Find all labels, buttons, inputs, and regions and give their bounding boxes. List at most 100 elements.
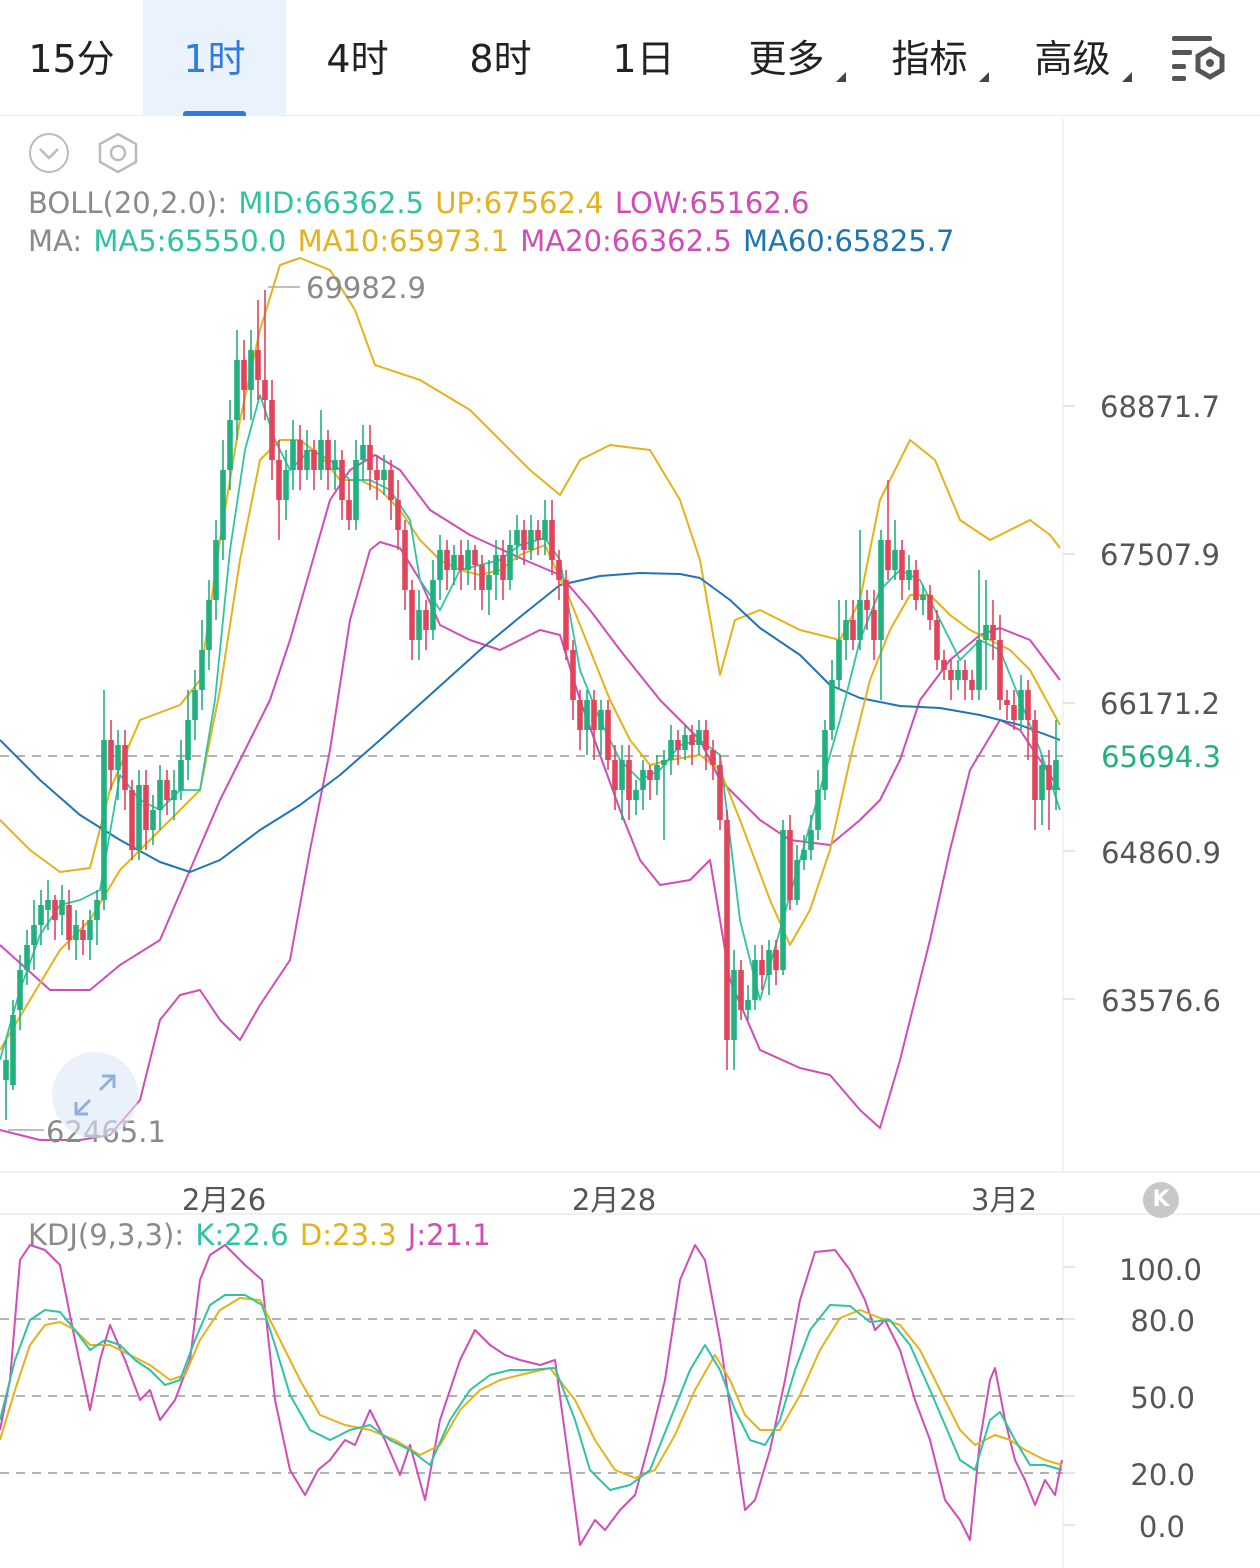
candle-body bbox=[843, 620, 849, 640]
price-y-label: 68871.7 bbox=[1100, 390, 1220, 424]
candle-body bbox=[514, 530, 520, 545]
candle-body bbox=[696, 730, 702, 745]
candle-body bbox=[647, 770, 653, 780]
candle-body bbox=[913, 570, 919, 600]
candle-body bbox=[668, 740, 674, 760]
candle-body bbox=[283, 470, 289, 500]
max-price-marker: 69982.9 bbox=[306, 271, 426, 305]
candle-body bbox=[66, 905, 72, 940]
candle-body bbox=[339, 460, 345, 500]
candle-body bbox=[1018, 690, 1024, 720]
candle-body bbox=[38, 905, 44, 925]
candle-body bbox=[661, 760, 667, 765]
candle-body bbox=[710, 750, 716, 765]
candle-body bbox=[822, 730, 828, 790]
kdj-j: J:21.1 bbox=[407, 1218, 491, 1252]
tab-1d[interactable]: 1日 bbox=[612, 37, 675, 81]
candle-body bbox=[878, 540, 884, 640]
candle-body bbox=[836, 640, 842, 680]
candle-body bbox=[871, 610, 877, 640]
candle-body bbox=[311, 450, 317, 470]
candle-body bbox=[948, 670, 954, 680]
candle-body bbox=[983, 625, 989, 640]
candle-body bbox=[423, 610, 429, 630]
candle-body bbox=[1025, 690, 1031, 720]
candle-body bbox=[479, 565, 485, 590]
price-y-label: 67507.9 bbox=[1100, 538, 1220, 572]
candle-body bbox=[1032, 720, 1038, 800]
candle-body bbox=[318, 440, 324, 470]
candle-body bbox=[794, 860, 800, 900]
candle-body bbox=[976, 640, 982, 690]
candle-body bbox=[535, 530, 541, 540]
candle-body bbox=[87, 920, 93, 940]
tab-more-label: 更多 bbox=[748, 37, 825, 81]
boll-lower-band bbox=[0, 541, 1061, 1141]
k-line-icon[interactable]: K bbox=[1143, 1182, 1179, 1218]
candle-body bbox=[45, 900, 51, 910]
candle-body bbox=[815, 790, 821, 830]
kdj-d-line bbox=[0, 1297, 1063, 1479]
candle-body bbox=[493, 555, 499, 575]
timeframe-tab-bar: 15分 1时 4时 8时 1日 更多 指标 高级 bbox=[0, 0, 1260, 116]
candle-body bbox=[31, 925, 37, 945]
tab-8h[interactable]: 8时 bbox=[469, 37, 532, 81]
candle-body bbox=[10, 1015, 16, 1085]
candle-body bbox=[927, 595, 933, 620]
candle-body bbox=[192, 690, 198, 720]
ma60-value: MA60:65825.7 bbox=[742, 224, 955, 258]
tab-more[interactable]: 更多 bbox=[715, 0, 858, 116]
candle-body bbox=[381, 470, 387, 480]
chart-settings-icon[interactable] bbox=[1170, 32, 1230, 86]
hexagon-settings-icon[interactable] bbox=[96, 131, 140, 179]
candle-body bbox=[101, 740, 107, 900]
candle-body bbox=[234, 360, 240, 420]
candle-body bbox=[612, 760, 618, 790]
candle-body bbox=[1039, 765, 1045, 800]
candle-body bbox=[325, 440, 331, 470]
ma-legend: MA: MA5:65550.0 MA10:65973.1 MA20:66362.… bbox=[28, 224, 956, 258]
candle-body bbox=[500, 555, 506, 580]
candle-body bbox=[1011, 705, 1017, 720]
candle-body bbox=[724, 820, 730, 1040]
candle-body bbox=[773, 950, 779, 970]
candle-body bbox=[458, 555, 464, 570]
price-y-label: 64860.9 bbox=[1101, 836, 1221, 870]
candle-body bbox=[213, 540, 219, 600]
candle-body bbox=[577, 700, 583, 730]
ma-prefix: MA: bbox=[28, 224, 83, 258]
candle-body bbox=[143, 785, 149, 830]
candle-body bbox=[332, 460, 338, 470]
candle-body bbox=[549, 520, 555, 560]
chart-canvas[interactable] bbox=[0, 118, 1260, 1568]
candle-body bbox=[52, 900, 58, 920]
ma60-line bbox=[0, 572, 1061, 873]
dropdown-triangle-icon bbox=[1122, 72, 1132, 82]
candle-body bbox=[367, 445, 373, 470]
dropdown-triangle-icon bbox=[836, 72, 846, 82]
candle-body bbox=[955, 670, 961, 680]
expand-arrows-icon[interactable] bbox=[52, 1052, 138, 1138]
candle-body bbox=[73, 925, 79, 940]
tab-15min[interactable]: 15分 bbox=[28, 37, 115, 81]
kdj-k-line bbox=[0, 1294, 1063, 1491]
candle-body bbox=[745, 1000, 751, 1010]
ma20-value: MA20:66362.5 bbox=[520, 224, 732, 258]
candle-body bbox=[570, 650, 576, 700]
current-price-label: 65694.3 bbox=[1101, 740, 1221, 774]
tab-4h[interactable]: 4时 bbox=[326, 37, 389, 81]
tab-advanced[interactable]: 高级 bbox=[1001, 0, 1144, 116]
candle-body bbox=[689, 735, 695, 745]
chevron-down-circle-icon[interactable] bbox=[28, 132, 70, 178]
candle-body bbox=[738, 970, 744, 1010]
tab-indicators[interactable]: 指标 bbox=[858, 0, 1001, 116]
candle-body bbox=[304, 450, 310, 470]
candle-body bbox=[899, 550, 905, 580]
tab-advanced-label: 高级 bbox=[1034, 37, 1111, 81]
tab-1h[interactable]: 1时 bbox=[143, 0, 286, 116]
candle-body bbox=[164, 780, 170, 800]
candle-body bbox=[598, 710, 604, 730]
tab-indicators-label: 指标 bbox=[891, 37, 968, 81]
kdj-legend: KDJ(9,3,3): K:22.6 D:23.3 J:21.1 bbox=[28, 1218, 493, 1252]
candle-body bbox=[157, 780, 163, 810]
